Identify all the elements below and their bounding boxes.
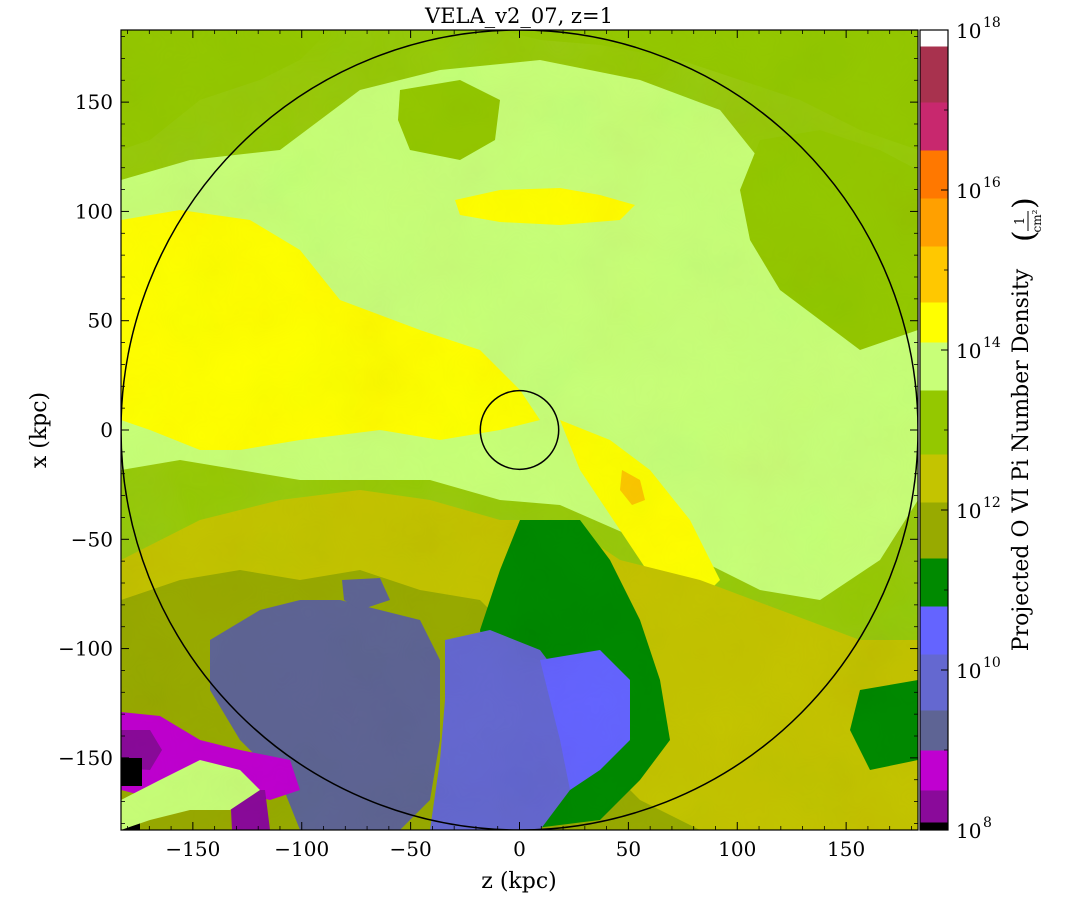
y-tick-label: 150 xyxy=(75,90,113,114)
colorbar-unit-denominator: cm² xyxy=(1030,209,1044,232)
colorbar-tick-exponent: 18 xyxy=(983,15,1001,31)
density-map xyxy=(121,30,918,830)
x-tick-label: 0 xyxy=(513,837,526,861)
colorbar-band xyxy=(920,454,948,503)
colorbar-band xyxy=(920,606,948,655)
colorbar-band xyxy=(920,710,948,751)
x-axis-ticks: −150 −100 −50 0 50 100 150 xyxy=(127,30,912,861)
colorbar-tick-label: 10 xyxy=(956,339,981,363)
colorbar-band xyxy=(920,46,948,103)
colorbar-tick-exponent: 10 xyxy=(983,655,1001,671)
colorbar-unit-paren-close: ) xyxy=(1007,197,1042,209)
x-tick-label: 150 xyxy=(827,837,865,861)
colorbar-tick-label: 10 xyxy=(956,19,981,43)
plot-area: −150 −100 −50 0 50 100 150 −150 −100 −50 0 50 100 15… xyxy=(58,29,919,861)
colorbar-label-text: Projected O VI Pi Number Density xyxy=(1009,268,1034,651)
colorbar-tick-exponent: 16 xyxy=(983,175,1001,191)
y-axis-ticks: −150 −100 −50 0 50 100 150 xyxy=(58,36,918,824)
y-axis-label: x (kpc) xyxy=(27,392,52,468)
colorbar-band xyxy=(920,822,948,831)
colorbar-band xyxy=(920,654,948,711)
colorbar-tick-label: 10 xyxy=(956,819,981,843)
colorbar-band xyxy=(920,198,948,247)
colorbar-band xyxy=(920,150,948,199)
colorbar-band xyxy=(920,302,948,343)
y-tick-label: −150 xyxy=(58,746,113,770)
x-tick-label: −150 xyxy=(165,837,220,861)
colorbar-tick-label: 10 xyxy=(956,659,981,683)
chart-title: VELA_v2_07, z=1 xyxy=(424,4,613,28)
colorbar-band xyxy=(920,246,948,303)
colorbar-band xyxy=(920,30,948,47)
texture-overlay xyxy=(121,30,918,830)
x-tick-label: 50 xyxy=(616,837,641,861)
x-axis-label: z (kpc) xyxy=(481,869,557,894)
y-tick-label: 50 xyxy=(88,309,113,333)
colorbar-band xyxy=(920,342,948,391)
colorbar-band xyxy=(920,558,948,607)
colorbar-tick-exponent: 14 xyxy=(983,335,1001,351)
colorbar-band xyxy=(920,502,948,559)
y-tick-label: 0 xyxy=(100,418,113,442)
colorbar-tick-label: 10 xyxy=(956,499,981,523)
colorbar-tick-exponent: 8 xyxy=(983,815,992,831)
x-tick-label: 100 xyxy=(718,837,756,861)
colorbar-unit-paren-open: ( xyxy=(1007,230,1042,242)
y-tick-label: −100 xyxy=(58,637,113,661)
colorbar-label: Projected O VI Pi Number Density ( 1 cm²… xyxy=(1007,197,1044,651)
colorbar-bands xyxy=(920,30,948,831)
x-tick-label: −50 xyxy=(390,837,432,861)
colorbar-tick-exponent: 12 xyxy=(983,495,1001,511)
y-tick-label: −50 xyxy=(71,527,113,551)
colorbar-band xyxy=(920,390,948,455)
y-tick-label: 100 xyxy=(75,199,113,223)
colorbar-band xyxy=(920,102,948,151)
colorbar-unit-numerator: 1 xyxy=(1013,217,1028,225)
colorbar-band xyxy=(920,750,948,791)
virial-circles xyxy=(121,30,918,830)
inner-circle xyxy=(479,389,560,471)
colorbar-tick-label: 10 xyxy=(956,179,981,203)
x-tick-label: −100 xyxy=(274,837,329,861)
colorbar-band xyxy=(920,790,948,823)
